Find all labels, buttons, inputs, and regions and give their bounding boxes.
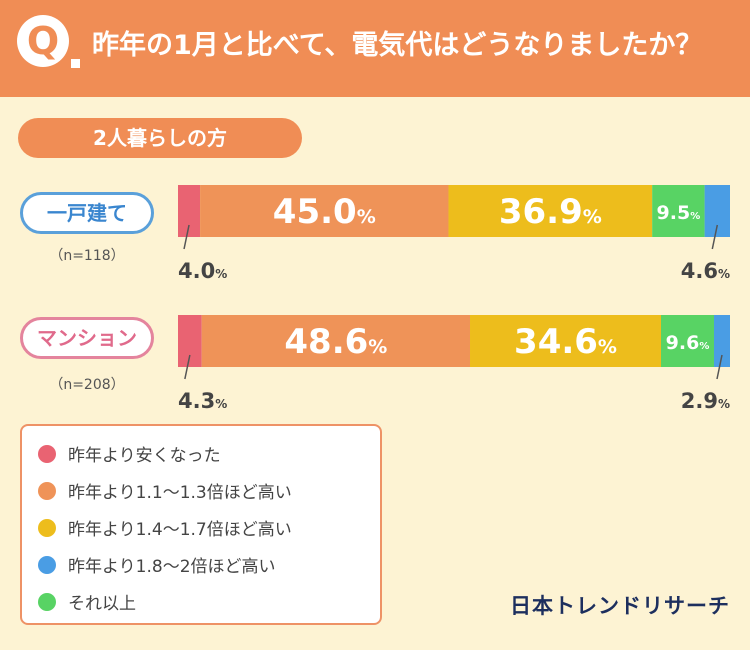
legend: 昨年より安くなった昨年より1.1～1.3倍ほど高い 昨年より1.4～1.7倍ほど高… xyxy=(20,424,382,625)
segment-value-label: 9.6% xyxy=(666,332,710,354)
legend-item: 昨年より1.1～1.3倍ほど高い xyxy=(38,472,380,509)
bar-segment xyxy=(661,315,714,367)
outside-value-label: 2.9% xyxy=(681,389,730,413)
legend-item: それ以上 xyxy=(38,583,380,620)
leader-line xyxy=(711,224,719,250)
legend-item: 昨年より1.8～2倍ほど高い xyxy=(38,546,380,583)
leader-line xyxy=(716,354,723,380)
legend-item: 昨年より安くなった xyxy=(38,435,380,472)
section-label: 2人暮らしの方 xyxy=(18,118,302,158)
legend-color-dot xyxy=(38,444,56,463)
legend-label: 昨年より安くなった xyxy=(68,446,221,466)
leader-line xyxy=(184,354,191,380)
legend-color-dot xyxy=(38,481,56,500)
outside-value-label: 4.0% xyxy=(178,259,227,283)
segment-value-label: 45.0% xyxy=(273,192,376,232)
bar-segment xyxy=(470,315,661,367)
bar-segment xyxy=(704,185,730,237)
legend-color-dot xyxy=(38,555,56,574)
q-badge-letter: Q xyxy=(17,15,69,67)
brand-logo: 日本トレンドリサーチ xyxy=(510,594,730,618)
sample-size-mansion: （n=208） xyxy=(49,377,125,393)
legend-label: 昨年より1.4～1.7倍ほど高い xyxy=(68,520,292,540)
q-badge: Q xyxy=(17,15,80,75)
bar-segment xyxy=(448,185,653,237)
legend-color-dot xyxy=(38,518,56,537)
category-label-mansion: マンション xyxy=(20,317,154,359)
bar-segment xyxy=(713,315,730,367)
bar-segment xyxy=(201,315,471,367)
bar-segment xyxy=(200,185,449,237)
sample-size-house: （n=118） xyxy=(49,248,125,264)
legend-color-dot xyxy=(38,592,56,611)
segment-value-label: 9.5% xyxy=(657,202,701,224)
leader-line xyxy=(183,224,190,250)
bar-segment xyxy=(178,315,202,367)
bar-segment xyxy=(178,185,201,237)
legend-label: 昨年より1.8～2倍ほど高い xyxy=(68,557,276,577)
category-label-house: 一戸建て xyxy=(20,192,154,234)
stacked-bar-chart: 4.0%45.0% 36.9% 9.5%4.6%4.3%48.6% 34.6% 9.6%… xyxy=(178,185,730,413)
q-badge-dot xyxy=(71,59,80,68)
legend-label: それ以上 xyxy=(68,594,136,614)
outside-value-label: 4.6% xyxy=(681,259,730,283)
question-text: 昨年の1月と比べて、電気代はどうなりましたか？ xyxy=(92,30,703,61)
outside-value-label: 4.3% xyxy=(178,389,227,413)
legend-label: 昨年より1.1～1.3倍ほど高い xyxy=(68,483,292,503)
legend-item: 昨年より1.4～1.7倍ほど高い xyxy=(38,509,380,546)
question-header: Q 昨年の1月と比べて、電気代はどうなりましたか？ xyxy=(0,0,750,97)
bar-segment xyxy=(652,185,705,237)
